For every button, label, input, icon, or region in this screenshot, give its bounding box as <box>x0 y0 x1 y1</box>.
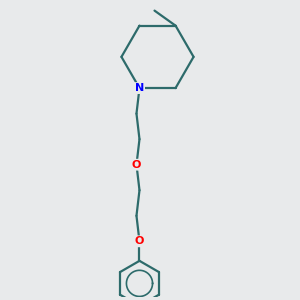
Text: O: O <box>132 160 141 170</box>
Text: O: O <box>135 236 144 246</box>
Text: N: N <box>135 83 144 93</box>
